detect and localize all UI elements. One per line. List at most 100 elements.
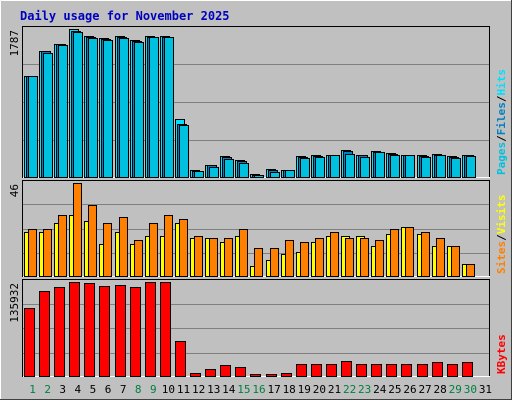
bar-pages-day-18 xyxy=(285,170,295,178)
bar-kbytes-day-7 xyxy=(115,285,126,377)
x-tick-label-28: 28 xyxy=(434,383,447,396)
bar-pages-day-10 xyxy=(164,37,174,178)
bar-kbytes-day-12 xyxy=(190,373,201,377)
bar-pages-day-21 xyxy=(330,155,340,178)
bar-kbytes-day-2 xyxy=(39,291,50,377)
bar-pages-day-27 xyxy=(421,157,431,178)
bar-sites-day-18 xyxy=(285,240,294,277)
bar-kbytes-day-8 xyxy=(130,287,141,377)
bar-pages-day-11 xyxy=(179,125,189,178)
bar-sites-day-29 xyxy=(451,246,460,277)
bar-sites-day-16 xyxy=(254,248,263,277)
x-tick-label-14: 14 xyxy=(222,383,236,396)
bar-kbytes-day-18 xyxy=(281,373,292,377)
x-tick-label-30: 30 xyxy=(464,383,477,396)
bar-sites-day-6 xyxy=(103,223,112,277)
bar-pages-day-6 xyxy=(103,40,113,178)
bar-kbytes-day-25 xyxy=(386,364,397,377)
bar-pages-day-4 xyxy=(73,32,83,178)
bar-sites-day-4 xyxy=(73,183,82,277)
bar-pages-day-17 xyxy=(270,172,280,178)
bar-sites-day-7 xyxy=(119,217,128,277)
bar-pages-day-15 xyxy=(239,163,249,178)
bar-pages-day-7 xyxy=(119,38,129,178)
bar-sites-day-2 xyxy=(43,229,52,277)
x-tick-label-3: 3 xyxy=(59,383,66,396)
bar-pages-day-23 xyxy=(360,157,370,178)
bar-sites-day-8 xyxy=(134,240,143,277)
bar-kbytes-day-22 xyxy=(341,361,352,377)
bar-sites-day-20 xyxy=(315,238,324,277)
bar-pages-day-24 xyxy=(375,152,385,178)
bar-sites-day-12 xyxy=(194,236,203,277)
bar-kbytes-day-23 xyxy=(356,364,367,377)
bar-kbytes-day-27 xyxy=(417,364,428,377)
bar-kbytes-day-21 xyxy=(326,364,337,377)
x-tick-label-27: 27 xyxy=(418,383,431,396)
bar-sites-day-23 xyxy=(360,238,369,277)
bar-kbytes-day-28 xyxy=(432,362,443,377)
bar-pages-day-9 xyxy=(149,37,159,178)
bar-kbytes-day-6 xyxy=(99,286,110,377)
bar-sites-day-24 xyxy=(375,240,384,277)
legend-entry-separator: / xyxy=(495,95,508,102)
bar-kbytes-day-20 xyxy=(311,364,322,377)
x-tick-label-6: 6 xyxy=(105,383,112,396)
bar-sites-day-17 xyxy=(270,248,279,277)
x-tick-label-18: 18 xyxy=(283,383,296,396)
x-tick-label-29: 29 xyxy=(449,383,462,396)
x-tick-label-9: 9 xyxy=(150,383,157,396)
legend-entry-hits: Hits xyxy=(495,69,508,96)
bar-sites-day-30 xyxy=(466,264,475,277)
legend-entry-files: Files xyxy=(495,102,508,135)
x-tick-label-22: 22 xyxy=(343,383,356,396)
x-tick-label-4: 4 xyxy=(75,383,82,396)
bar-sites-day-25 xyxy=(390,229,399,277)
bar-kbytes-day-19 xyxy=(296,364,307,377)
x-tick-label-31: 31 xyxy=(479,383,492,396)
bar-kbytes-day-16 xyxy=(250,374,261,377)
bar-kbytes-day-10 xyxy=(160,282,171,377)
legend-entry-sites: Sites xyxy=(495,241,508,274)
x-tick-label-7: 7 xyxy=(120,383,127,396)
bar-kbytes-day-4 xyxy=(69,282,80,377)
x-tick-label-19: 19 xyxy=(298,383,311,396)
bar-kbytes-day-26 xyxy=(401,364,412,377)
bar-pages-day-14 xyxy=(224,159,234,178)
legend-entry-separator: / xyxy=(495,135,508,142)
bar-pages-day-26 xyxy=(405,155,415,178)
bar-sites-day-9 xyxy=(149,223,158,277)
x-tick-label-23: 23 xyxy=(358,383,371,396)
bar-pages-day-3 xyxy=(58,45,68,178)
bar-kbytes-day-17 xyxy=(266,374,277,377)
bar-kbytes-day-13 xyxy=(205,369,216,377)
x-tick-label-8: 8 xyxy=(135,383,142,396)
bar-kbytes-day-9 xyxy=(145,282,156,377)
legend-entry-pages: Pages xyxy=(495,142,508,175)
bar-pages-day-28 xyxy=(436,155,446,178)
bar-sites-day-22 xyxy=(345,238,354,277)
legend-entry-visits: Visits xyxy=(495,195,508,235)
bar-kbytes-day-29 xyxy=(447,364,458,377)
legend-hits-files-pages: Pages/Files/Hits xyxy=(495,69,508,175)
x-tick-label-24: 24 xyxy=(373,383,387,396)
bar-pages-day-22 xyxy=(345,154,355,178)
max-label-kbytes: 135932 xyxy=(8,283,21,323)
bar-sites-day-13 xyxy=(209,238,218,277)
bar-pages-day-30 xyxy=(466,156,476,178)
x-tick-label-5: 5 xyxy=(90,383,97,396)
bar-sites-day-28 xyxy=(436,238,445,277)
x-tick-label-2: 2 xyxy=(44,383,51,396)
legend-kbytes: KBytes xyxy=(495,334,508,374)
bar-kbytes-day-30 xyxy=(462,362,473,377)
bar-pages-day-13 xyxy=(209,167,219,178)
chart-title: Daily usage for November 2025 xyxy=(20,9,230,23)
bar-sites-day-1 xyxy=(28,229,37,277)
x-tick-label-13: 13 xyxy=(207,383,220,396)
x-tick-label-12: 12 xyxy=(192,383,205,396)
bar-sites-day-10 xyxy=(164,215,173,277)
bar-sites-day-3 xyxy=(58,215,67,277)
legend-entry-kbytes: KBytes xyxy=(495,334,508,374)
bar-sites-day-21 xyxy=(330,232,339,277)
